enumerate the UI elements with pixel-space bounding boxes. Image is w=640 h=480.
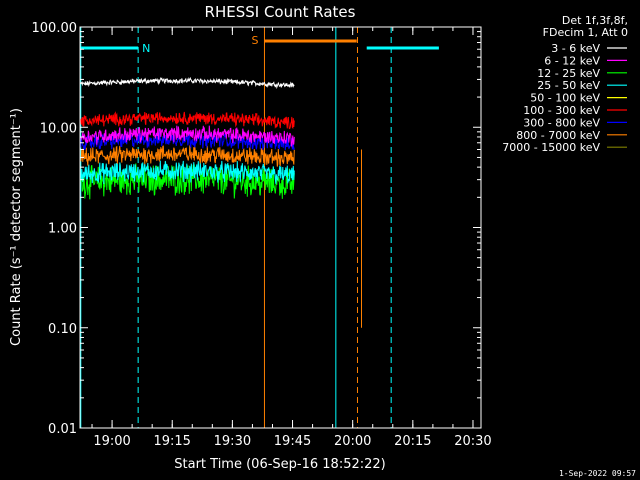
legend-label-4: 50 - 100 keV	[530, 92, 600, 105]
x-tick-label-0: 19:00	[93, 434, 130, 449]
chart-marks: NS	[80, 27, 439, 428]
legend-label-0: 3 - 6 keV	[551, 42, 600, 55]
saa-label: S	[251, 34, 258, 47]
footer-timestamp: 1-Sep-2022 09:57	[559, 469, 636, 478]
chart-axes: 100.00 10.00 1.00 0.10 0.01 19:00 19:15 19:30 19…	[32, 21, 492, 449]
series-line-5-seg-0	[80, 111, 295, 130]
legend-label-7: 800 - 7000 keV	[516, 129, 600, 142]
legend-label-6: 300 - 800 keV	[523, 116, 600, 129]
legend-label-2: 12 - 25 keV	[537, 67, 600, 80]
y-tick-label-1: 10.00	[40, 121, 77, 136]
x-tick-label-6: 20:30	[454, 434, 491, 449]
series-line-3-seg-0	[80, 160, 295, 185]
x-tick-label-3: 19:45	[274, 434, 311, 449]
x-tick-label-5: 20:15	[394, 434, 431, 449]
legend-label-8: 7000 - 15000 keV	[502, 141, 600, 154]
y-tick-label-4: 0.01	[48, 422, 77, 437]
x-tick-label-1: 19:15	[153, 434, 190, 449]
x-tick-label-2: 19:30	[214, 434, 251, 449]
x-tick-label-4: 20:00	[334, 434, 371, 449]
y-tick-label-0: 100.00	[32, 21, 78, 36]
series-line-0-seg-0	[80, 76, 295, 90]
legend-label-3: 25 - 50 keV	[537, 79, 600, 92]
series-line-7-seg-0	[80, 145, 295, 167]
y-tick-label-2: 1.00	[48, 222, 77, 237]
legend-header-0: Det 1f,3f,8f,	[562, 14, 628, 27]
y-axis-label: Count Rate (s⁻¹ detector segment⁻¹)	[9, 108, 24, 346]
night-label: N	[142, 42, 150, 55]
series-line-1-seg-0	[80, 125, 295, 148]
chart-title: RHESSI Count Rates	[205, 3, 356, 21]
legend-header-1: FDecim 1, Att 0	[543, 26, 628, 39]
x-axis-label: Start Time (06-Sep-16 18:52:22)	[174, 457, 385, 472]
legend-label-5: 100 - 300 keV	[523, 104, 600, 117]
y-tick-label-3: 0.10	[48, 322, 77, 337]
legend-label-1: 6 - 12 keV	[544, 54, 600, 67]
